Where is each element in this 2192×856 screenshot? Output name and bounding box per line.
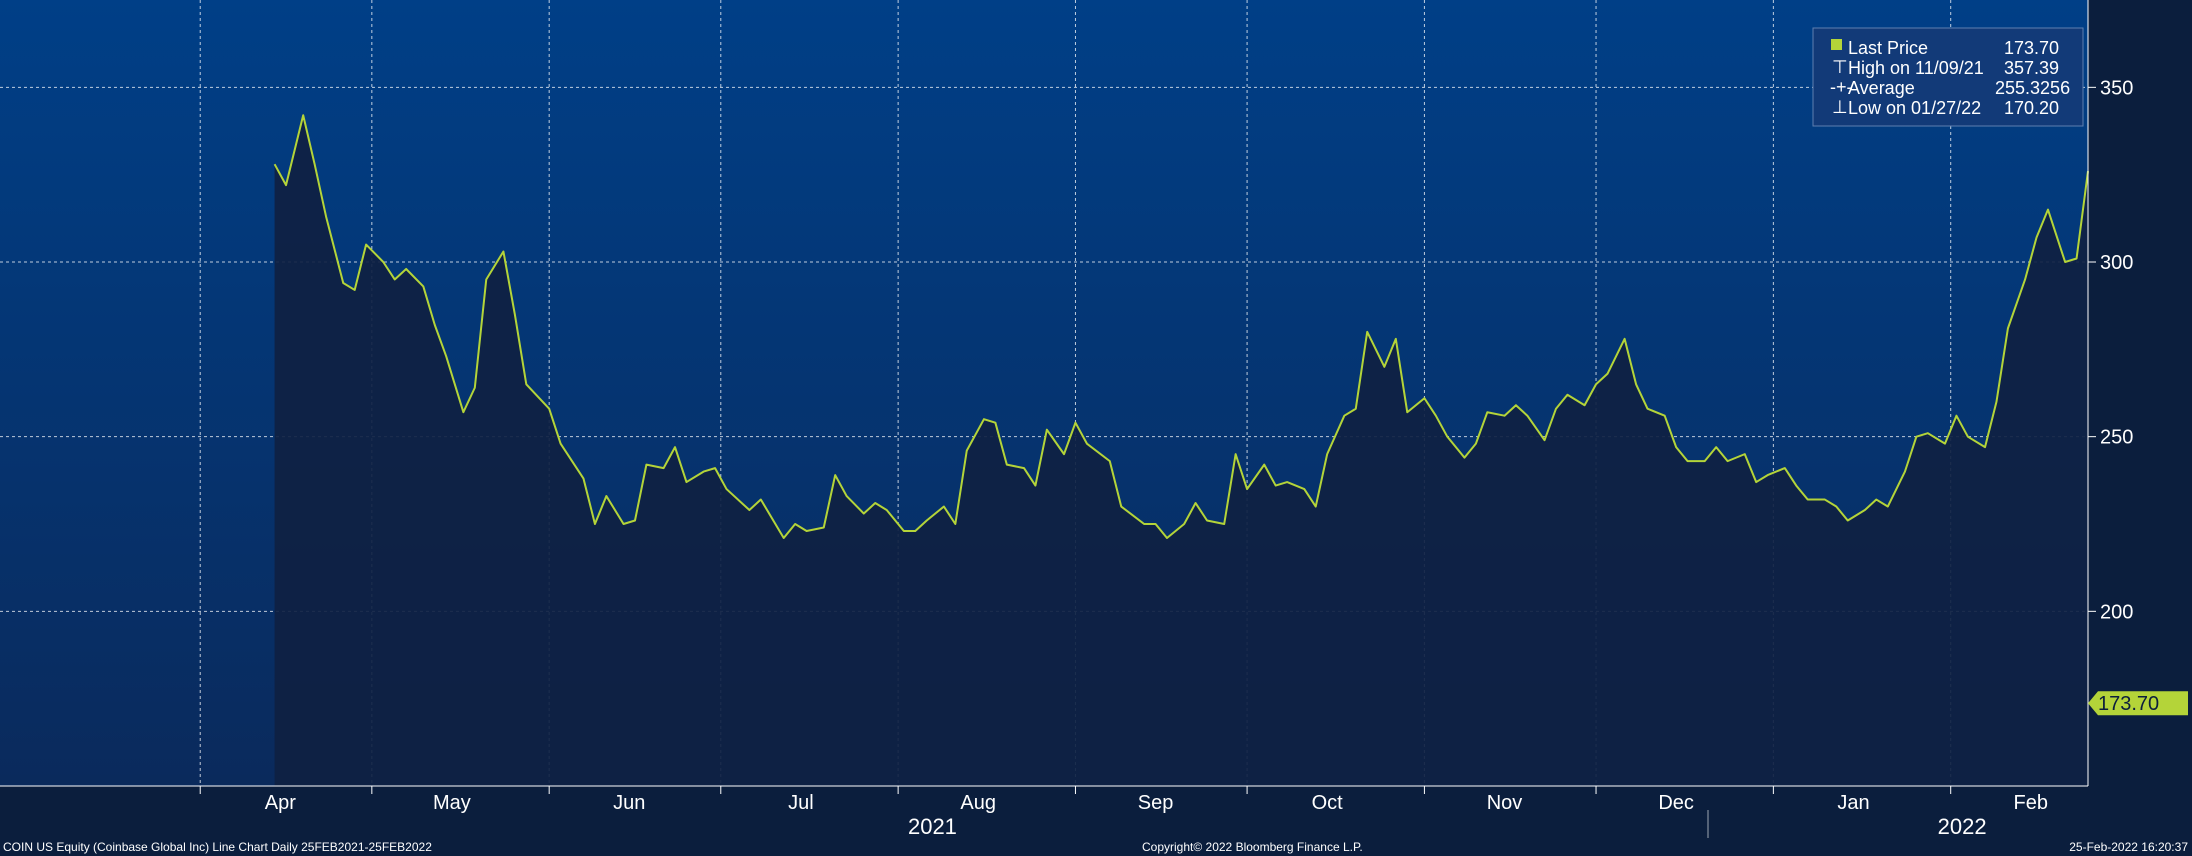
legend-box: ⊤ -+- ⊥ Last Price 173.70 High on 11/09/… (1812, 27, 2084, 127)
year-label-2022: 2022 (1938, 814, 1987, 839)
legend-last-price-value: 173.70 (2004, 38, 2059, 58)
last-price-tag-shape (2088, 691, 2188, 716)
x-tick-label-jul: Jul (788, 792, 814, 814)
legend-average-label: Average (1848, 78, 1915, 98)
x-tick-label-oct: Oct (1312, 792, 1344, 814)
legend-background (1812, 27, 2084, 127)
x-tick-label-jan: Jan (1837, 792, 1869, 814)
bottom-axis-background (0, 786, 2192, 856)
x-tick-label-aug: Aug (960, 792, 996, 814)
x-tick-label-may: May (433, 792, 471, 814)
x-tick-label-dec: Dec (1658, 792, 1694, 814)
x-tick-label-sep: Sep (1138, 792, 1174, 814)
last-price-swatch-icon (1831, 39, 1842, 50)
x-tick-label-nov: Nov (1487, 792, 1523, 814)
price-line (273, 114, 2089, 539)
x-tick-label-jun: Jun (613, 792, 645, 814)
price-line-group (273, 114, 2089, 539)
right-axis-background (2088, 0, 2192, 786)
y-axis-ticks: 200 250 300 350 (2088, 77, 2133, 623)
year-label-2021: 2021 (908, 814, 957, 839)
last-price-tag: 173.70 (2088, 691, 2188, 716)
x-tick-label-apr: Apr (265, 792, 296, 814)
low-marker-icon: ⊥ (1832, 97, 1848, 117)
year-labels: 2021 2022 (908, 814, 1987, 839)
price-area (274, 115, 2088, 786)
x-tick-label-feb: Feb (2014, 792, 2048, 814)
legend-low-value: 170.20 (2004, 98, 2059, 118)
y-tick-label-200: 200 (2100, 601, 2133, 623)
footer-right: 25-Feb-2022 16:20:37 (2069, 840, 2188, 854)
legend-last-price-label: Last Price (1848, 38, 1928, 58)
legend-high-label: High on 11/09/21 (1848, 58, 1984, 78)
y-tick-label-350: 350 (2100, 77, 2133, 99)
footer-center: Copyright© 2022 Bloomberg Finance L.P. (1142, 840, 1363, 854)
footer-left: COIN US Equity (Coinbase Global Inc) Lin… (3, 840, 432, 854)
y-tick-label-300: 300 (2100, 252, 2133, 274)
legend-average-value: 255.3256 (1995, 78, 2070, 98)
last-price-tag-label: 173.70 (2098, 693, 2159, 715)
legend-low-label: Low on 01/27/22 (1848, 98, 1981, 118)
y-tick-label-250: 250 (2100, 427, 2133, 449)
price-area-fill (274, 115, 2088, 786)
high-marker-icon: ⊤ (1832, 57, 1848, 77)
legend-high-value: 357.39 (2004, 58, 2059, 78)
average-marker-icon: -+- (1830, 77, 1853, 97)
x-axis-ticks: Apr May Jun Jul Aug Sep Oct Nov Dec Jan Feb (199, 786, 2048, 814)
